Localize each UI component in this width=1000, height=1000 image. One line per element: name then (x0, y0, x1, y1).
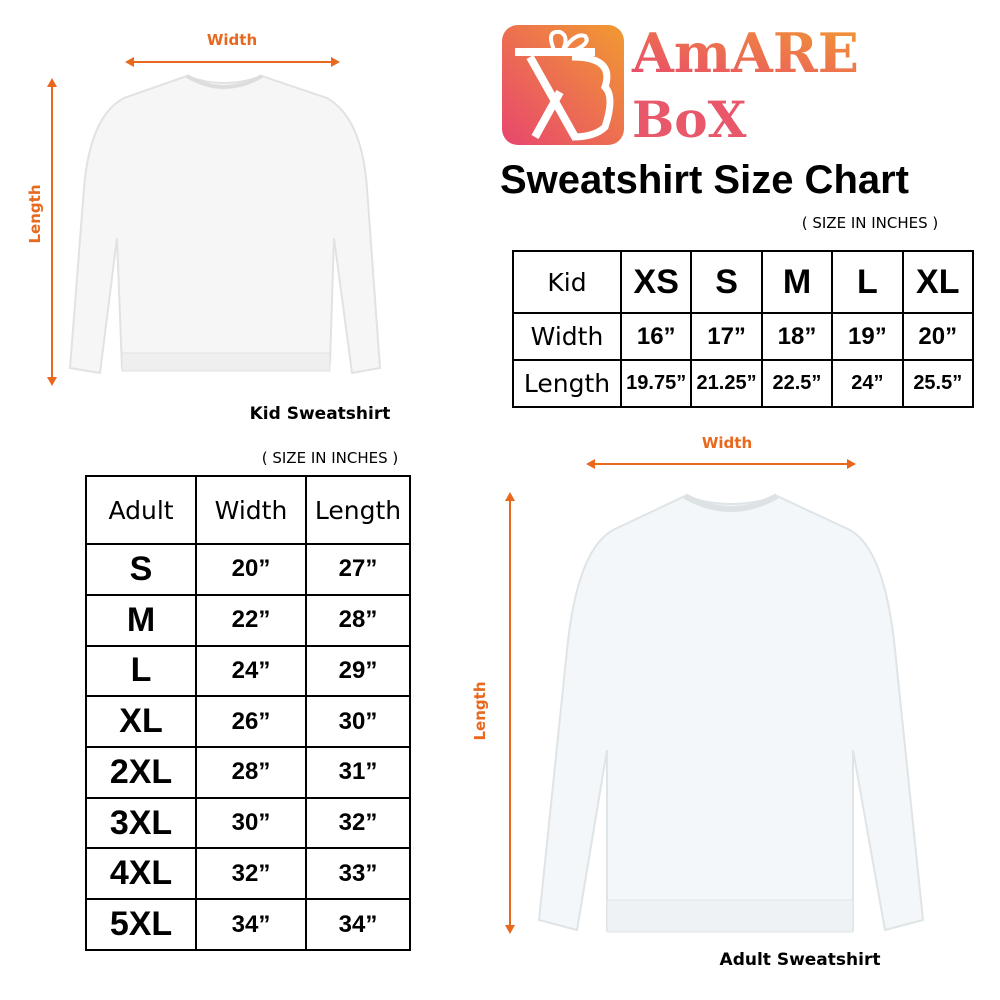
size-cell: M (85, 593, 197, 647)
width-cell: 20” (195, 543, 307, 596)
table-row: L 24” 29” (85, 644, 411, 698)
length-cell: 28” (305, 593, 411, 647)
kid-size-table: Kid XS S M L XL Width 16” 17” 18” 19” 20… (512, 249, 975, 408)
table-cell: 17” (690, 312, 763, 362)
table-row: XL 26” 30” (85, 695, 411, 748)
table-row: Kid XS S M L XL (512, 249, 975, 315)
size-cell: S (85, 543, 197, 596)
adult-width-arrow (586, 459, 856, 469)
kid-width-arrow (125, 57, 340, 67)
adult-length-arrow (505, 492, 515, 934)
kid-size-note: ( SIZE IN INCHES ) (801, 214, 939, 232)
length-cell: 33” (305, 847, 411, 901)
size-cell: 4XL (85, 847, 197, 901)
brand-line1: AmARE (631, 21, 859, 85)
table-cell: 21.25” (690, 359, 763, 408)
adult-width-label: Width (701, 434, 753, 452)
table-cell: 19” (831, 312, 904, 362)
kid-length-arrow (47, 78, 57, 386)
length-cell: 32” (305, 796, 411, 850)
kid-caption: Kid Sweatshirt (249, 404, 391, 424)
width-cell: 26” (195, 695, 307, 748)
size-header: XL (901, 249, 975, 315)
row-label: Length (512, 359, 622, 408)
table-row: Length 19.75” 21.25” 22.5” 24” 25.5” (512, 359, 975, 408)
table-cell: 25.5” (901, 359, 975, 408)
size-cell: L (85, 644, 197, 698)
size-header: L (831, 249, 904, 315)
width-cell: 32” (195, 847, 307, 901)
table-row: 2XL 28” 31” (85, 746, 411, 799)
length-cell: 27” (305, 543, 411, 596)
size-cell: 2XL (85, 746, 197, 799)
table-row: Width 16” 17” 18” 19” 20” (512, 312, 975, 362)
table-cell: 22.5” (760, 359, 834, 408)
size-header: XS (619, 249, 693, 315)
size-cell: 5XL (85, 898, 197, 951)
adult-size-note: ( SIZE IN INCHES ) (261, 449, 399, 467)
width-cell: 30” (195, 796, 307, 850)
kid-width-label: Width (206, 31, 258, 49)
size-cell: XL (85, 695, 197, 748)
kid-length-label: Length (26, 184, 44, 244)
column-header: Width (195, 474, 307, 546)
width-cell: 28” (195, 746, 307, 799)
table-row: M 22” 28” (85, 593, 411, 647)
table-cell: 16” (619, 312, 693, 362)
table-cell: 24” (831, 359, 904, 408)
brand-line2: BoX (632, 90, 747, 149)
table-cell: 19.75” (619, 359, 693, 408)
adult-size-table: Adult Width Length S 20” 27” M 22” 28” L 24” 29”… (85, 474, 411, 951)
width-cell: 24” (195, 644, 307, 698)
adult-sweatshirt-image (537, 493, 925, 933)
table-cell: 18” (760, 312, 834, 362)
kid-sweatshirt-image (68, 74, 382, 375)
column-header: Adult (85, 474, 197, 546)
table-row: 3XL 30” 32” (85, 796, 411, 850)
table-cell: 20” (901, 312, 975, 362)
length-cell: 29” (305, 644, 411, 698)
table-row: Adult Width Length (85, 474, 411, 546)
table-row: S 20” 27” (85, 543, 411, 596)
table-row: 5XL 34” 34” (85, 898, 411, 951)
table-row: 4XL 32” 33” (85, 847, 411, 901)
size-cell: 3XL (85, 796, 197, 850)
width-cell: 34” (195, 898, 307, 951)
length-cell: 31” (305, 746, 411, 799)
column-header: Length (305, 474, 411, 546)
length-cell: 34” (305, 898, 411, 951)
size-header: M (760, 249, 834, 315)
page-title: Sweatshirt Size Chart (500, 158, 910, 202)
adult-caption: Adult Sweatshirt (719, 950, 881, 970)
table-corner: Kid (512, 249, 622, 315)
length-cell: 30” (305, 695, 411, 748)
brand-logo: AmARE BoX (500, 20, 960, 152)
row-label: Width (512, 312, 622, 362)
adult-length-label: Length (471, 681, 489, 741)
size-header: S (690, 249, 763, 315)
width-cell: 22” (195, 593, 307, 647)
